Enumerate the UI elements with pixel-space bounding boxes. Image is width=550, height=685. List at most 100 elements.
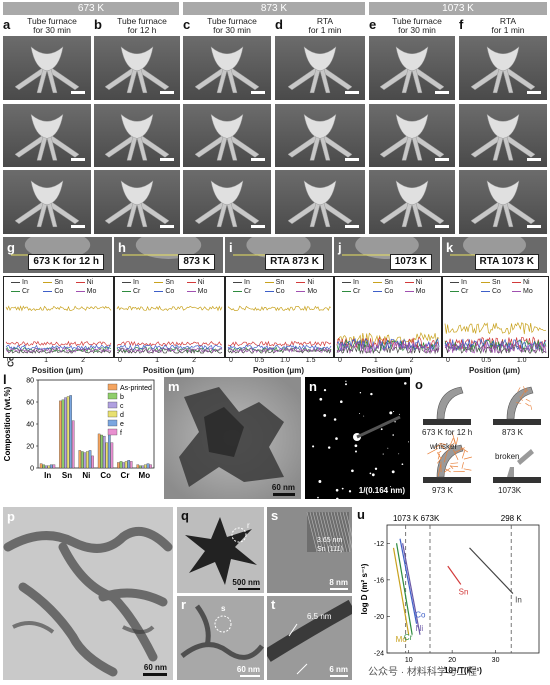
diff-spot: [369, 472, 372, 475]
legend-item-in: In: [11, 279, 28, 286]
sem-strip-i: i RTA 873 K: [225, 237, 332, 273]
diff-spot: [359, 413, 361, 414]
eds-xtick: 1.0: [280, 357, 290, 364]
sem-strip-k: k RTA 1073 K: [442, 237, 547, 273]
panel-label-o: o: [415, 377, 423, 392]
bar-ni-5: [91, 455, 94, 469]
u-line-cr: [395, 543, 413, 635]
u-xtick: 10: [405, 657, 413, 664]
eds-line-ni: [5, 340, 112, 347]
tem-image-p: p 60 nm: [3, 507, 173, 680]
tem-image-t: t 6.5 nm 6 nm: [267, 596, 352, 680]
sem-strip-j: j 1073 K: [334, 237, 440, 273]
bar-co-0: [97, 433, 101, 469]
panel-label-m: m: [168, 379, 180, 394]
legend-item-in: In: [450, 279, 467, 286]
scale-bar-f-1: [527, 91, 541, 94]
tem-r-branches: [180, 604, 264, 660]
eds-line-sn: [336, 331, 440, 345]
sem-strip-g: g 673 K for 12 h: [3, 237, 112, 273]
diff-spot: [390, 485, 392, 488]
bar-ytick: 80: [26, 378, 34, 385]
bar-legend-label: d: [120, 412, 124, 419]
eds-line-ni: [116, 340, 223, 347]
panel-label-g: g: [7, 240, 15, 255]
bar-ni-4: [88, 450, 92, 469]
sem-image-b-3: [94, 170, 180, 234]
schem-873-icon: [493, 386, 541, 425]
u-line-co: [399, 538, 418, 624]
panel-label-i: i: [229, 240, 233, 255]
tem-image-m: m 60 nm: [164, 377, 301, 499]
legend-item-mo: Mo: [512, 288, 533, 295]
sem-image-b-1: [94, 36, 180, 100]
scale-bar-d-3: [345, 225, 359, 228]
scale-bar-t: [330, 675, 348, 677]
eds-line-mo: [228, 347, 332, 354]
bar-ni-3: [86, 451, 89, 469]
diff-spot: [335, 437, 338, 440]
diff-spot: [401, 463, 404, 466]
scale-text-m: 60 nm: [271, 483, 295, 492]
bar-cr-2: [122, 462, 125, 469]
bar-sn-2: [64, 397, 67, 469]
schem-label-973: 973 K: [432, 486, 453, 495]
scale-bar-c-3: [251, 225, 265, 228]
u-xlabel: 10⁴/T(K⁻¹): [444, 666, 482, 675]
scale-bar-a-1: [71, 91, 85, 94]
diff-spot: [387, 447, 389, 449]
eds-line-co: [227, 344, 332, 351]
bar-xtick: Cr: [121, 471, 130, 480]
legend-item-ni: Ni: [296, 279, 314, 286]
strip-label-j: 1073 K: [389, 254, 432, 270]
bar-in-5: [52, 464, 56, 469]
scale-bar-c-2: [251, 158, 265, 161]
col-title-b-1: Tube furnace: [117, 16, 167, 26]
panel-label-u: u: [357, 507, 365, 522]
panel-label-j: j: [338, 240, 342, 255]
eds-xtick: 0.5: [254, 357, 265, 364]
diff-spot: [382, 453, 384, 455]
strip-label-h: 873 K: [178, 254, 215, 270]
u-series-label: Sn: [459, 587, 469, 596]
eds-xtick: 1.0: [516, 357, 527, 364]
eds-line-mo: [444, 340, 547, 354]
scale-bar-b-2: [160, 158, 174, 161]
bar-legend-label: b: [120, 394, 124, 401]
bar-xtick: Mo: [139, 471, 151, 480]
legend-item-mo: Mo: [75, 288, 96, 295]
sem-image-d-3: [275, 170, 365, 234]
eds-legend-h: In Sn Ni Cr Co Mo: [122, 279, 219, 299]
eds-legend-k: In Sn Ni Cr Co Mo: [450, 279, 543, 299]
tem-t-wire: [267, 599, 352, 675]
eds-xtick: 0: [229, 357, 233, 364]
u-series-label: Co: [415, 610, 426, 619]
diff-spot: [394, 421, 396, 423]
bar-sn-4: [69, 395, 72, 469]
bar-mo-3: [144, 464, 147, 469]
tem-p-network: [3, 526, 173, 677]
bar-in-4: [50, 464, 53, 469]
eds-legend-i: In Sn Ni Cr Co Mo: [233, 279, 328, 299]
bar-ytick: 20: [26, 444, 34, 451]
u-xtick: 30: [492, 657, 500, 664]
eds-line-ni: [227, 340, 332, 347]
tem-image-r: r s 60 nm: [177, 596, 264, 680]
panel-label-p: p: [7, 509, 15, 524]
diff-spot: [351, 469, 354, 473]
bar-mo-2: [141, 465, 145, 469]
diff-spot: [380, 428, 383, 431]
bar-cr-5: [129, 461, 133, 469]
eds-xtick: 0: [7, 357, 11, 364]
eds-xtick: 2: [81, 357, 86, 364]
scale-bar-f-3: [527, 225, 541, 228]
legend-item-co: Co: [154, 288, 174, 295]
u-ytick: -24: [374, 651, 384, 658]
sem-image-b-2: [94, 104, 180, 167]
eds-line-mo: [336, 340, 440, 354]
bar-co-2: [102, 435, 106, 469]
d-spacing-s: 3.65 nm: [317, 537, 343, 544]
width-label-t: 6.5 nm: [307, 612, 332, 621]
eds-xtick: 0.5: [481, 357, 492, 364]
